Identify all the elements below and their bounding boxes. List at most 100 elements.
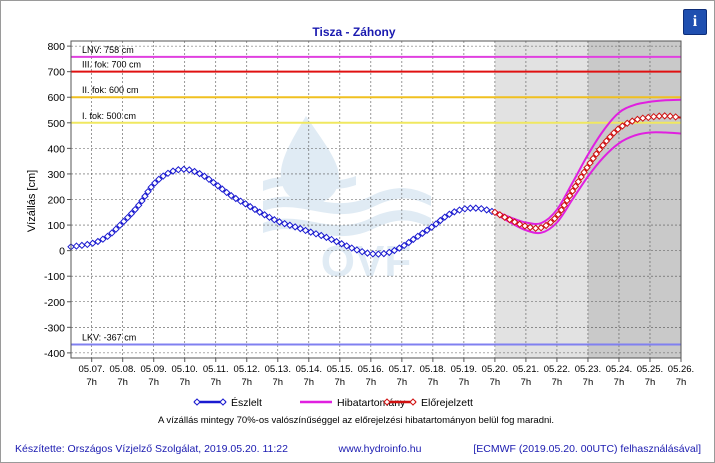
x-tick-hour-15: 7h — [552, 377, 563, 388]
observed-marker-29 — [195, 169, 204, 178]
forecast-marker-6 — [521, 222, 529, 230]
chart-title: Tisza - Záhony — [312, 25, 395, 39]
error-band-lower — [494, 131, 682, 235]
x-tick-hour-19: 7h — [676, 377, 687, 388]
observed-marker-64 — [369, 250, 377, 258]
x-tick-hour-2: 7h — [148, 377, 159, 388]
x-tick-hour-11: 7h — [428, 377, 439, 388]
x-tick-date-7: 05.14. — [296, 364, 322, 375]
x-tick-date-11: 05.18. — [420, 364, 446, 375]
legend-marker-2-0 — [383, 398, 391, 406]
forecast-marker-29 — [602, 137, 611, 145]
observed-marker-3 — [83, 240, 92, 249]
x-tick-date-4: 05.11. — [203, 364, 229, 375]
forecast-marker-25 — [589, 154, 597, 163]
observed-marker-47 — [280, 219, 289, 228]
observed-marker-26 — [180, 165, 188, 173]
observed-marker-53 — [312, 230, 320, 238]
observed-marker-50 — [296, 224, 305, 233]
forecast-marker-32 — [614, 125, 622, 133]
forecast-marker-2 — [501, 213, 509, 221]
forecast-marker-3 — [505, 215, 514, 224]
forecast-marker-23 — [583, 163, 591, 172]
x-tick-hour-3: 7h — [179, 377, 190, 388]
forecast-marker-20 — [574, 177, 583, 186]
observed-marker-6 — [99, 235, 107, 243]
observed-marker-81 — [450, 208, 459, 216]
observed-marker-61 — [353, 246, 361, 254]
observed-marker-54 — [317, 231, 325, 240]
legend-marker-2-1 — [409, 398, 417, 406]
observed-marker-46 — [275, 218, 284, 226]
observed-marker-59 — [342, 242, 351, 250]
observed-marker-70 — [400, 241, 408, 250]
observed-marker-86 — [477, 204, 486, 213]
forecast-marker-30 — [606, 133, 614, 141]
observed-marker-85 — [472, 204, 480, 212]
y-tick-label-1: -300 — [44, 322, 65, 334]
x-tick-date-19: 05.26. — [668, 364, 694, 375]
legend-marker-0-1 — [219, 398, 227, 406]
observed-marker-43 — [260, 211, 269, 219]
footer-website-link[interactable]: www.hydroinfo.hu — [338, 443, 422, 455]
y-tick-label-5: 100 — [47, 220, 65, 232]
observed-marker-57 — [332, 237, 341, 246]
info-button[interactable]: i — [683, 9, 707, 35]
observed-marker-79 — [441, 213, 449, 221]
observed-marker-11 — [120, 217, 128, 226]
observed-marker-2 — [78, 241, 86, 250]
observed-marker-39 — [241, 200, 250, 208]
observed-marker-18 — [144, 187, 152, 196]
y-tick-label-6: 200 — [47, 195, 65, 207]
observed-marker-49 — [291, 223, 299, 231]
observed-marker-55 — [322, 233, 331, 242]
ovf-watermark-logo: OVF — [263, 116, 431, 286]
threshold-label-2: II. fok: 600 cm — [82, 85, 139, 95]
observed-marker-77 — [432, 220, 440, 228]
forecast-marker-14 — [557, 206, 566, 214]
observed-marker-27 — [185, 166, 193, 174]
observed-marker-31 — [205, 175, 213, 184]
observed-marker-58 — [337, 240, 346, 248]
observed-marker-17 — [141, 192, 149, 200]
x-tick-hour-17: 7h — [614, 377, 625, 388]
x-tick-date-8: 05.15. — [327, 364, 353, 375]
observed-marker-25 — [174, 166, 183, 174]
threshold-label-1: III. fok: 700 cm — [82, 60, 141, 70]
x-axis: 05.07. 7h 05.08. 7h 05.09. 7h 05.10. 7h 05.11. 7h… — [78, 358, 694, 388]
observed-marker-35 — [222, 188, 231, 197]
x-tick-date-14: 05.21. — [513, 364, 539, 375]
forecast-marker-8 — [531, 224, 540, 232]
probability-note: A vízállás mintegy 70%-os valószínűségge… — [158, 415, 554, 426]
observed-marker-5 — [94, 237, 102, 246]
observed-marker-71 — [405, 238, 413, 247]
x-tick-hour-13: 7h — [490, 377, 501, 388]
observed-marker-21 — [155, 175, 163, 184]
observed-marker-9 — [112, 225, 120, 233]
observed-marker-36 — [227, 191, 235, 200]
observed-marker-40 — [246, 202, 254, 211]
observed-marker-19 — [147, 183, 155, 191]
x-tick-hour-9: 7h — [366, 377, 377, 388]
observed-marker-14 — [131, 205, 139, 214]
x-tick-hour-14: 7h — [521, 377, 532, 388]
x-tick-date-10: 05.17. — [389, 364, 415, 375]
y-tick-label-12: 800 — [47, 41, 65, 53]
forecast-marker-31 — [610, 129, 618, 137]
footer-credit: Készítette: Országos Vízjelző Szolgálat,… — [15, 443, 288, 455]
forecast-marker-13 — [554, 210, 562, 219]
forecast-marker-42 — [666, 112, 674, 120]
forecast-marker-19 — [571, 182, 580, 191]
observed-marker-44 — [265, 213, 274, 222]
x-tick-hour-6: 7h — [272, 377, 283, 388]
x-tick-hour-10: 7h — [397, 377, 408, 388]
observed-marker-84 — [466, 204, 475, 212]
threshold-label-0: LNV: 758 cm — [82, 45, 134, 55]
x-tick-hour-7: 7h — [304, 377, 315, 388]
x-tick-date-2: 05.09. — [141, 364, 167, 375]
x-tick-date-5: 05.12. — [234, 364, 260, 375]
observed-marker-34 — [218, 185, 226, 193]
x-tick-date-6: 05.13. — [265, 364, 291, 375]
